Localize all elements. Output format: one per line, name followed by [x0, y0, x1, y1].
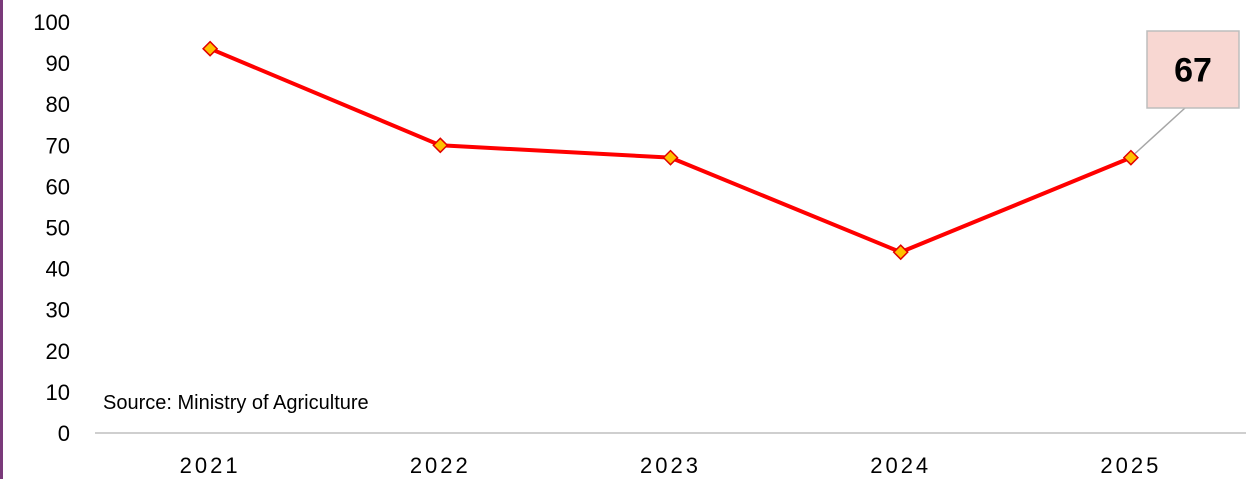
y-tick-label: 0	[58, 421, 70, 446]
y-tick-label: 20	[46, 339, 70, 364]
data-point-marker	[202, 40, 219, 57]
y-tick-label: 30	[46, 298, 70, 323]
y-tick-label: 50	[46, 216, 70, 241]
data-point-marker	[432, 137, 449, 154]
x-tick-label: 2025	[1100, 453, 1161, 478]
data-point-marker	[1122, 149, 1139, 166]
x-tick-label: 2022	[410, 453, 471, 478]
series-markers	[202, 40, 1139, 261]
y-tick-label: 90	[46, 51, 70, 76]
y-tick-label: 60	[46, 174, 70, 199]
x-tick-label: 2024	[870, 453, 931, 478]
x-tick-label: 2023	[640, 453, 701, 478]
y-tick-label: 70	[46, 133, 70, 158]
source-note: Source: Ministry of Agriculture	[103, 392, 369, 414]
callout-value-label: 67	[1174, 52, 1212, 90]
y-tick-label: 80	[46, 92, 70, 117]
data-point-marker	[892, 244, 909, 261]
callout-box	[1146, 30, 1240, 109]
callout-leader-line	[1134, 107, 1186, 155]
y-tick-label: 100	[33, 10, 70, 35]
x-tick-label: 2021	[180, 453, 241, 478]
x-axis-ticks: 2021 2022 2023 2024 2025	[180, 453, 1161, 478]
y-axis-ticks: 0 10 20 30 40 50 60 70 80 90 100	[33, 10, 70, 446]
chart-frame-left-border	[0, 0, 3, 479]
y-tick-label: 10	[46, 380, 70, 405]
y-tick-label: 40	[46, 257, 70, 282]
data-point-marker	[662, 149, 679, 166]
